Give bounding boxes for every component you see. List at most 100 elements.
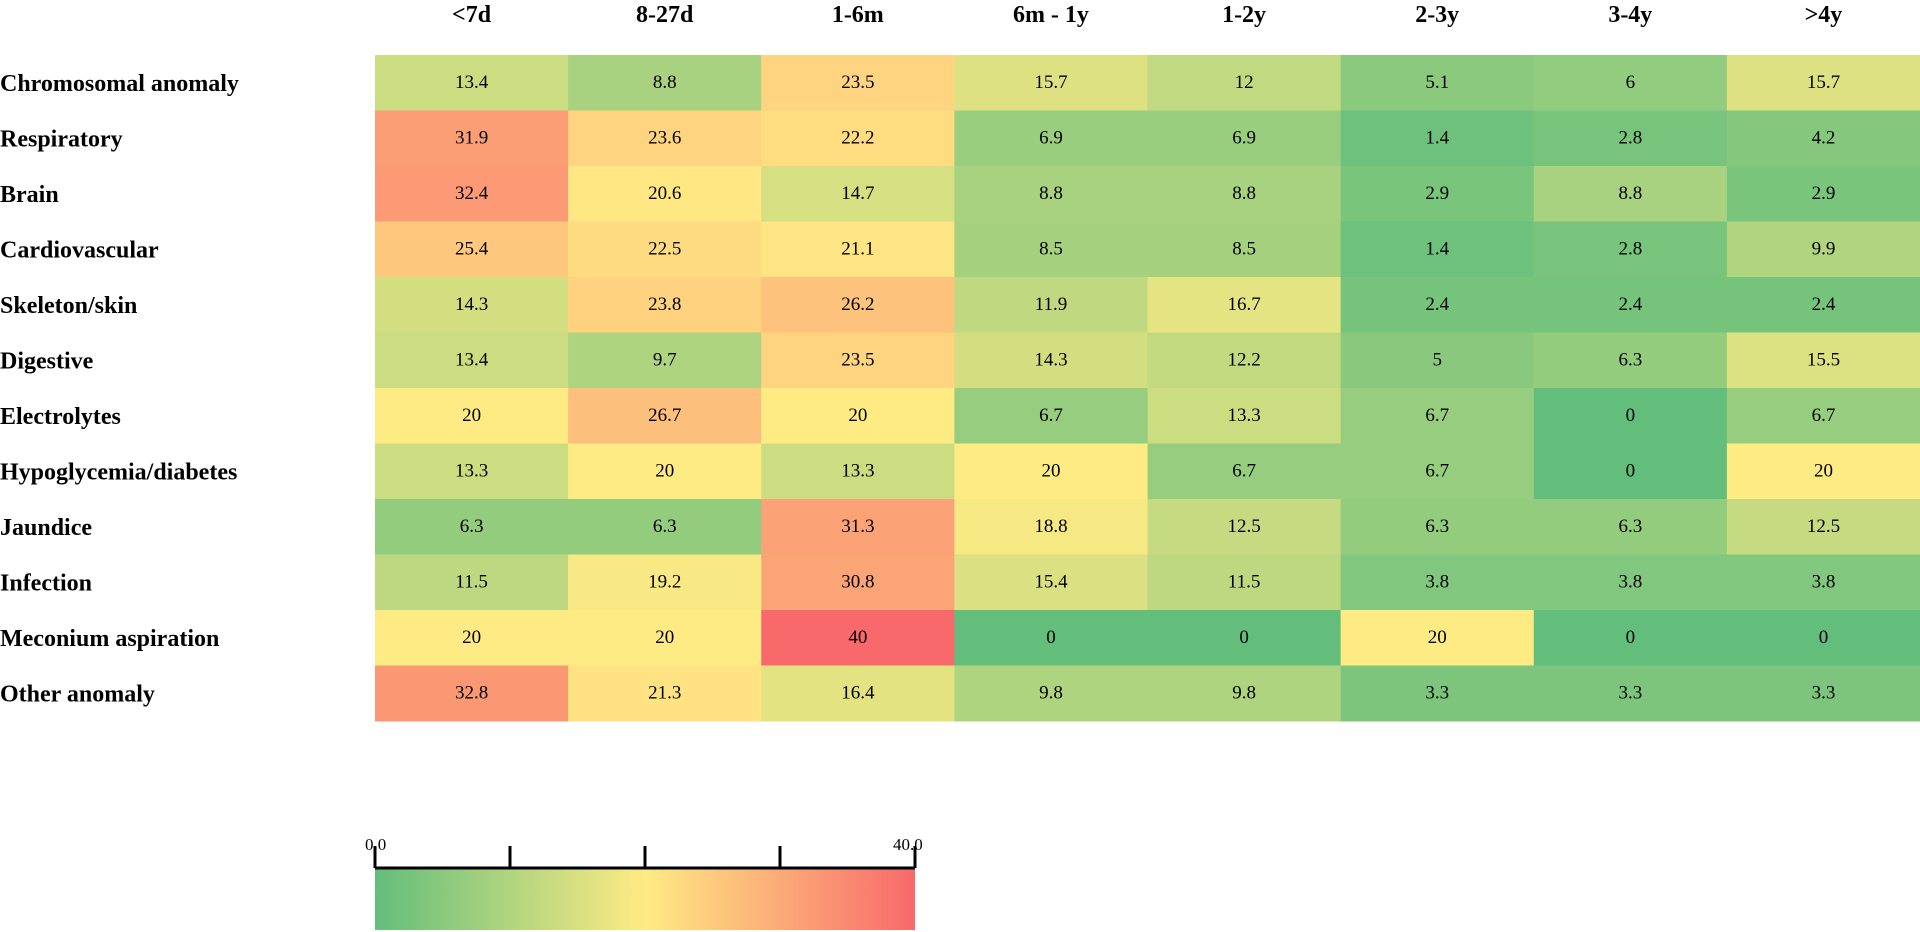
column-label: 8-27d [636, 2, 694, 28]
cell-value-label: 15.4 [1034, 571, 1068, 592]
row-label: Jaundice [0, 515, 92, 541]
cell-value-label: 2.4 [1425, 294, 1449, 315]
column-label: >4y [1805, 2, 1843, 28]
cell-value-label: 6.9 [1039, 127, 1063, 148]
cell-value-label: 3.8 [1425, 571, 1449, 592]
cell-value-label: 6.9 [1232, 127, 1256, 148]
heatmap-cell [954, 388, 1148, 444]
cell-value-label: 12.5 [1807, 516, 1840, 537]
heatmap-cell [761, 388, 955, 444]
heatmap-cell [1340, 55, 1535, 111]
cell-value-label: 40 [848, 627, 867, 648]
heatmap-cell [375, 499, 569, 555]
cell-value-label: 3.3 [1425, 682, 1449, 703]
row-label: Other anomaly [0, 681, 155, 707]
cell-value-label: 0 [1626, 405, 1636, 426]
heatmap-cell [954, 554, 1148, 611]
column-label: 1-6m [832, 2, 884, 28]
cell-value-label: 26.2 [841, 294, 874, 315]
heatmap-cell [761, 166, 955, 222]
cell-value-label: 1.4 [1425, 127, 1449, 148]
column-label: 6m - 1y [1013, 2, 1089, 28]
heatmap-cell [761, 499, 955, 555]
cell-value-label: 2.9 [1812, 183, 1836, 204]
cell-value-label: 12.5 [1227, 516, 1260, 537]
heatmap-cell [1340, 277, 1535, 333]
row-labels: Chromosomal anomaly Respiratory Brain Cardi… [0, 71, 239, 708]
cell-value-label: 23.6 [648, 127, 681, 148]
cell-value-label: 1.4 [1425, 238, 1449, 259]
heatmap-cell [375, 665, 569, 722]
row-label: Respiratory [0, 126, 123, 152]
heatmap-cell [1147, 221, 1342, 278]
heatmap-cell [954, 610, 1148, 666]
heatmap-cell [1533, 610, 1728, 666]
cell-value-label: 11.9 [1035, 294, 1068, 315]
cell-value-label: 8.5 [1039, 238, 1063, 259]
heatmap-cell [1340, 166, 1535, 222]
heatmap-cell [1533, 665, 1728, 722]
heatmap-cell [1340, 332, 1535, 389]
column-label: <7d [452, 2, 492, 28]
cell-value-label: 11.5 [455, 571, 488, 592]
column-label: 1-2y [1222, 2, 1266, 28]
heatmap-cell [761, 554, 955, 611]
cell-value-label: 13.3 [841, 460, 874, 481]
heatmap-cell [954, 221, 1148, 278]
row-label: Digestive [0, 348, 94, 374]
heatmap-cell [954, 443, 1148, 500]
cell-value-label: 6.7 [1039, 405, 1063, 426]
heatmap-cell [1340, 610, 1535, 666]
cell-value-label: 2.9 [1425, 183, 1449, 204]
cell-value-label: 13.4 [455, 72, 489, 93]
cell-value-label: 20 [462, 405, 481, 426]
cell-value-label: 20 [1428, 627, 1447, 648]
color-scale-legend: 0.0 40.0 [365, 835, 923, 930]
cell-value-label: 5.1 [1425, 72, 1449, 93]
cell-value-label: 6.7 [1425, 405, 1449, 426]
heatmap-cell [1726, 610, 1920, 666]
cell-value-label: 6.7 [1232, 460, 1256, 481]
heatmap-cell [1147, 332, 1342, 389]
heatmap-cell [375, 332, 569, 389]
heatmap-cell [1147, 443, 1342, 500]
heatmap-cell [568, 554, 762, 611]
cell-value-label: 32.8 [455, 682, 488, 703]
cell-value-label: 3.8 [1812, 571, 1836, 592]
cell-value-label: 20 [655, 460, 674, 481]
cell-value-label: 8.8 [1232, 183, 1256, 204]
cell-value-label: 6.3 [653, 516, 677, 537]
heatmap-cell [568, 443, 762, 500]
heatmap-cell [1533, 55, 1728, 111]
cell-value-label: 16.4 [841, 682, 875, 703]
cell-value-label: 32.4 [455, 183, 489, 204]
row-label: Skeleton/skin [0, 293, 137, 319]
cell-value-label: 9.8 [1232, 682, 1256, 703]
cell-value-label: 26.7 [648, 405, 681, 426]
heatmap-cell [1147, 665, 1342, 722]
heatmap-cell [1726, 499, 1920, 555]
cell-value-label: 9.8 [1039, 682, 1063, 703]
heatmap-cell [761, 332, 955, 389]
heatmap-cell [761, 665, 955, 722]
heatmap-cell [568, 499, 762, 555]
heatmap-cell [1340, 110, 1535, 167]
cell-value-label: 2.4 [1618, 294, 1642, 315]
cell-value-label: 18.8 [1034, 516, 1067, 537]
heatmap-cell [568, 332, 762, 389]
heatmap-cell [375, 166, 569, 222]
cell-value-label: 31.9 [455, 127, 488, 148]
cell-value-label: 5 [1432, 349, 1442, 370]
cell-value-label: 0 [1046, 627, 1056, 648]
heatmap-cell [1340, 499, 1535, 555]
cell-value-label: 6.3 [1425, 516, 1449, 537]
cell-value-label: 12.2 [1227, 349, 1260, 370]
heatmap-cell [1533, 277, 1728, 333]
heatmap-cell [1533, 499, 1728, 555]
cell-value-label: 8.8 [653, 72, 677, 93]
heatmap-cell [1147, 110, 1342, 167]
heatmap-cell [1726, 443, 1920, 500]
heatmap-cell [1340, 443, 1535, 500]
color-scale-axis [373, 846, 917, 870]
cell-value-label: 12 [1235, 72, 1254, 93]
